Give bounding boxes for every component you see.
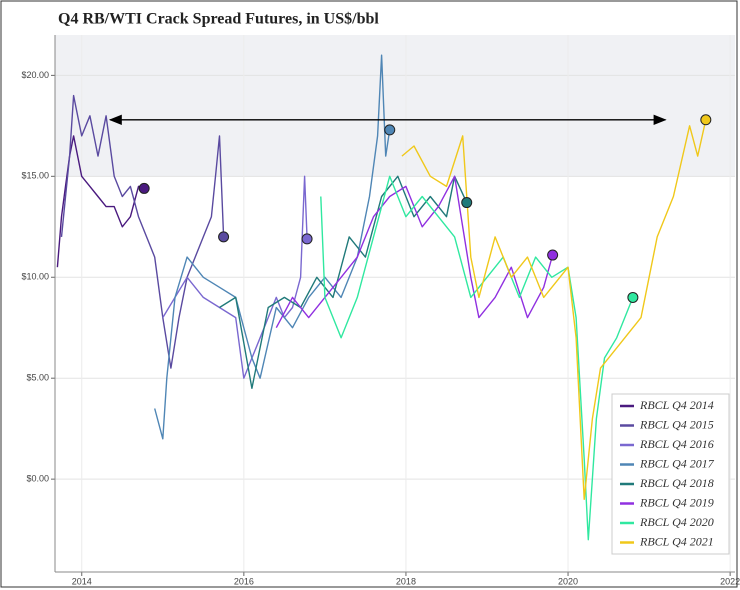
x-tick-label: 2014 — [72, 576, 92, 586]
legend-label: RBCL Q4 2019 — [639, 495, 714, 509]
shaded-band — [55, 35, 735, 177]
series-line — [154, 54, 391, 440]
y-tick-label: $20.00 — [21, 70, 49, 80]
y-tick-label: $10.00 — [21, 272, 49, 282]
x-tick-label: 2018 — [396, 576, 416, 586]
legend-label: RBCL Q4 2017 — [639, 456, 715, 470]
x-tick-label: 2016 — [234, 576, 254, 586]
legend-label: RBCL Q4 2018 — [639, 476, 714, 490]
x-tick-label: 2022 — [720, 576, 740, 586]
x-tick-label: 2020 — [558, 576, 578, 586]
series-line — [56, 135, 145, 268]
legend-box — [611, 393, 730, 555]
end-dot — [547, 249, 559, 261]
end-dot — [461, 197, 473, 209]
chart-title: Q4 RB/WTI Crack Spread Futures, in US$/b… — [58, 11, 379, 28]
series-line — [401, 119, 707, 500]
end-dot — [138, 182, 150, 194]
end-dot — [384, 124, 396, 136]
y-tick-label: $15.00 — [21, 171, 49, 181]
axes: $0.00 $5.00 $10.00 $15.00 $20.00 2014 2016 2018… — [21, 35, 740, 586]
end-dot — [218, 231, 230, 243]
legend-label: RBCL Q4 2014 — [639, 398, 714, 412]
legend-label: RBCL Q4 2021 — [639, 534, 714, 548]
y-tick-label: $0.00 — [26, 474, 49, 484]
legend: RBCL Q4 2014 RBCL Q4 2015 RBCL Q4 2016 RBCL… — [611, 393, 730, 555]
end-dot — [301, 233, 313, 245]
series-line — [320, 175, 634, 541]
end-dot — [627, 291, 639, 303]
legend-label: RBCL Q4 2020 — [639, 515, 714, 529]
y-tick-label: $5.00 — [26, 373, 49, 383]
series-line — [275, 175, 554, 329]
series-line — [60, 94, 225, 369]
end-dot — [700, 114, 712, 126]
plot-area — [56, 54, 712, 541]
legend-label: RBCL Q4 2016 — [639, 437, 714, 451]
series-line — [219, 175, 468, 389]
series-line — [162, 175, 308, 379]
legend-label: RBCL Q4 2015 — [639, 417, 714, 431]
